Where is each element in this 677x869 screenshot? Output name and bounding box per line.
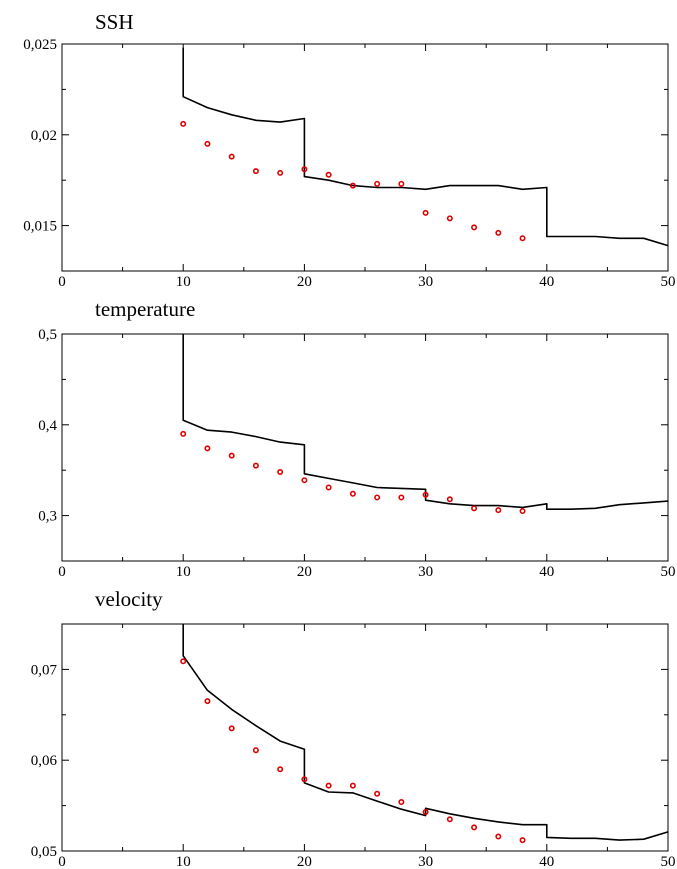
temperature-observation-point [180,430,187,437]
temperature-x-tick-label: 40 [539,564,554,580]
velocity-observation-point [495,833,502,840]
ssh-observation-point [349,182,356,189]
velocity-observation-point [519,837,526,844]
ssh-observation-point [519,235,526,242]
ssh-observation-point [301,166,308,173]
temperature-plot-frame [61,333,669,562]
temperature-observation-point [349,490,356,497]
velocity-observation-point [301,776,308,783]
temperature-panel: temperature 0 10 20 30 40 50 0,3 0,4 0,5 [38,297,675,580]
velocity-panel: velocity 0 10 20 30 40 50 0,05 0,06 0,07 [31,587,676,869]
ssh-observation-point [180,120,187,127]
temperature-observation-point [422,491,429,498]
temperature-y-tick-label: 0,5 [38,327,57,343]
temperature-x-tick-label: 0 [58,564,66,580]
velocity-x-tick-label: 10 [176,854,191,869]
temperature-x-tick-label: 20 [297,564,312,580]
velocity-y-tick-label: 0,06 [31,753,58,769]
velocity-observation-point [204,698,211,705]
ssh-observation-point [422,209,429,216]
ssh-observation-point [374,180,381,187]
velocity-observation-point [325,782,332,789]
temperature-model-line [182,334,669,511]
ssh-x-tick-label: 50 [661,274,676,290]
temperature-observation-point [374,494,381,501]
temperature-observation-point [446,496,453,503]
ssh-y-tick-label: 0,02 [31,128,57,144]
velocity-x-tick-label: 0 [58,854,66,869]
temperature-observation-point [252,462,259,469]
velocity-plot-frame [61,623,669,852]
velocity-y-tick-label: 0,07 [31,662,58,678]
ssh-observation-point [277,169,284,176]
ssh-observation-point [252,168,259,175]
temperature-x-tick-label: 50 [661,564,676,580]
velocity-observation-point [471,824,478,831]
velocity-observation-point [422,808,429,815]
ssh-observation-point [325,171,332,178]
velocity-y-tick-label: 0,05 [31,844,57,860]
temperature-y-tick-label: 0,3 [38,509,57,525]
velocity-observation-point [398,798,405,805]
temperature-title: temperature [95,297,195,321]
ssh-y-tick-label: 0,025 [23,37,57,53]
temperature-observation-point [398,494,405,501]
temperature-x-tick-label: 10 [176,564,191,580]
temperature-observation-point [204,445,211,452]
ssh-model-line [182,47,669,247]
temperature-y-tick-label: 0,4 [38,418,57,434]
ssh-observation-point [471,224,478,231]
ssh-observation-point [228,153,235,160]
velocity-x-tick-label: 50 [661,854,676,869]
ssh-x-tick-label: 20 [297,274,312,290]
temperature-observation-point [471,505,478,512]
velocity-title: velocity [95,587,163,611]
ssh-x-tick-label: 10 [176,274,191,290]
temperature-x-tick-label: 30 [418,564,433,580]
ssh-observation-point [398,180,405,187]
temperature-observation-point [325,484,332,491]
temperature-observation-point [277,469,284,476]
velocity-observation-point [374,790,381,797]
ssh-panel: SSH 0 10 20 30 40 50 0,015 0,02 0,025 [23,10,675,290]
ssh-x-tick-label: 0 [58,274,66,290]
velocity-observation-point [228,725,235,732]
velocity-observation-point [277,766,284,773]
velocity-observation-point [180,658,187,665]
velocity-model-line [182,624,669,841]
velocity-x-tick-label: 30 [418,854,433,869]
ssh-observation-point [495,229,502,236]
temperature-observation-point [519,508,526,515]
velocity-observation-point [446,816,453,823]
temperature-observation-point [301,477,308,484]
velocity-observation-point [252,747,259,754]
ssh-observation-point [204,140,211,147]
ssh-x-tick-label: 30 [418,274,433,290]
velocity-x-tick-label: 20 [297,854,312,869]
ssh-observation-point [446,215,453,222]
velocity-x-tick-label: 40 [539,854,554,869]
ssh-title: SSH [95,10,134,34]
ssh-x-tick-label: 40 [539,274,554,290]
temperature-observation-point [228,452,235,459]
temperature-observation-point [495,507,502,514]
ssh-y-tick-label: 0,015 [23,219,57,235]
velocity-observation-point [349,782,356,789]
